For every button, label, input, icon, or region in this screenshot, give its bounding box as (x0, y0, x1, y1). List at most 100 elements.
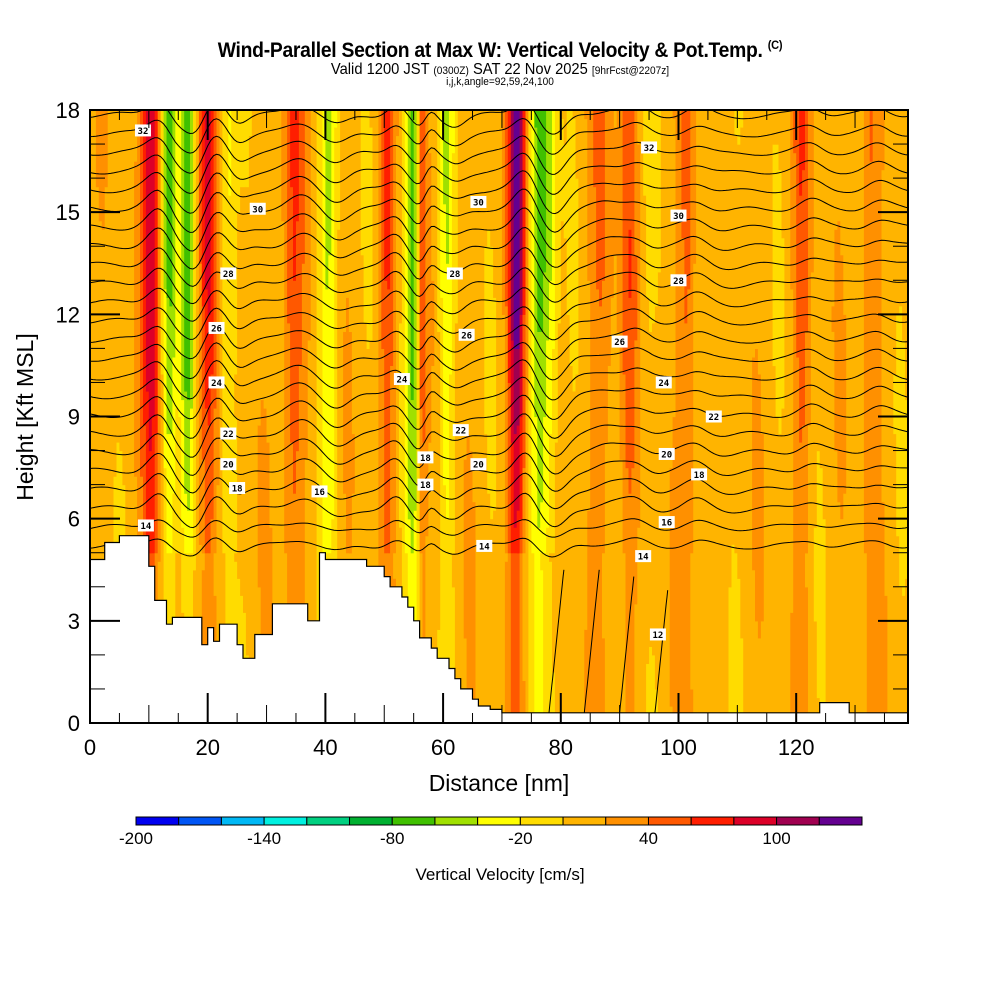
y-tick-label: 18 (56, 98, 80, 123)
velocity-cell (599, 305, 603, 723)
velocity-cell (178, 416, 182, 554)
contour-label-text: 26 (614, 338, 625, 348)
velocity-cell (166, 297, 170, 435)
velocity-cell (166, 110, 170, 298)
velocity-cell (587, 510, 591, 723)
velocity-cell (493, 510, 497, 723)
velocity-cell (372, 110, 376, 723)
velocity-cell (343, 110, 347, 332)
velocity-cell (228, 110, 232, 196)
velocity-cell (148, 450, 153, 554)
velocity-cell (893, 433, 897, 723)
forecast-info: [9hrFcst@2207z] (591, 65, 670, 77)
colorbar-swatch (434, 816, 479, 826)
contour-label-bg (311, 485, 328, 498)
velocity-cell (101, 110, 106, 230)
velocity-cell (557, 110, 562, 324)
velocity-cell (752, 569, 756, 723)
contour-label-text: 26 (461, 331, 472, 341)
colorbar (135, 816, 863, 826)
velocity-cell (266, 442, 270, 690)
velocity-cell (172, 110, 176, 358)
contour-label-text: 30 (473, 198, 484, 208)
velocity-cell (643, 195, 647, 723)
contour-label-text: 16 (661, 519, 672, 529)
velocity-cell (834, 450, 838, 723)
velocity-cell (519, 416, 524, 520)
velocity-cell (260, 110, 265, 401)
velocity-cell (190, 408, 194, 554)
velocity-cell (207, 110, 212, 315)
velocity-cell (522, 110, 526, 315)
contour-label: 30 (670, 209, 687, 222)
velocity-cell (696, 110, 700, 723)
velocity-cell (816, 697, 821, 723)
velocity-cell (619, 459, 624, 723)
velocity-cell (813, 527, 818, 622)
velocity-cell (540, 501, 544, 554)
velocity-cell (654, 688, 659, 723)
velocity-cell (219, 110, 223, 723)
velocity-cell (808, 110, 812, 426)
velocity-cell (216, 110, 220, 486)
x-tick-label: 120 (778, 735, 815, 760)
isentrope-line (90, 207, 908, 252)
valid-utc: (0300Z) (433, 65, 469, 77)
velocity-cell (496, 110, 500, 723)
velocity-cell (628, 229, 632, 298)
velocity-cell (528, 110, 532, 723)
velocity-cell (501, 314, 506, 723)
velocity-cell (554, 442, 559, 723)
velocity-cell (905, 578, 908, 723)
velocity-cell (902, 110, 906, 341)
contour-label-bg (470, 458, 487, 471)
velocity-cell (649, 331, 653, 647)
velocity-cell (507, 110, 512, 383)
title-text: Wind-Parallel Section at Max W: Vertical… (217, 39, 763, 62)
contour-label-text: 14 (638, 553, 649, 563)
velocity-cell (646, 110, 650, 298)
velocity-cell (755, 620, 759, 723)
velocity-cell (687, 288, 691, 723)
velocity-cell (301, 263, 306, 723)
colorbar-tick-label: -20 (508, 829, 533, 848)
velocity-cell (304, 110, 309, 460)
velocity-cell (740, 127, 744, 639)
velocity-cell (749, 110, 753, 723)
velocity-cell (431, 110, 435, 281)
x-tick-label: 60 (431, 735, 455, 760)
velocity-cell (478, 110, 482, 723)
colorbar-tick-labels: -200 -140 -80 -20 40 100 (119, 829, 791, 848)
velocity-cell (604, 110, 609, 443)
velocity-cell (493, 297, 497, 511)
velocity-cell (552, 552, 556, 673)
velocity-cell (513, 110, 518, 349)
velocity-cell (184, 493, 188, 554)
contour-label-bg (220, 458, 237, 471)
contour-label-text: 18 (420, 481, 431, 491)
velocity-cell (104, 110, 109, 188)
contour-label: 32 (134, 124, 151, 137)
colorbar-swatch (178, 816, 222, 826)
velocity-cell (116, 110, 120, 443)
velocity-cell (216, 484, 220, 723)
velocity-cell (799, 195, 803, 443)
velocity-cell (881, 169, 885, 503)
x-tick-label: 100 (660, 735, 697, 760)
velocity-cell (440, 297, 444, 723)
velocity-cell (487, 110, 491, 230)
velocity-cell (640, 110, 644, 723)
velocity-cell (366, 348, 371, 723)
x-tick-label: 80 (549, 735, 573, 760)
velocity-cell (790, 110, 794, 290)
velocity-cell (472, 110, 476, 503)
valid-date: SAT 22 Nov 2025 (472, 61, 588, 78)
contour-label-bg (137, 519, 154, 532)
velocity-cell (634, 603, 638, 723)
contour-labels: 32 30 28 26 24 22 20 18 16 14 30 28 26 24 22 20 18 18 14 32… (134, 124, 722, 641)
velocity-cell (357, 110, 362, 723)
velocity-cell (652, 322, 656, 656)
velocity-cell (240, 186, 244, 596)
velocity-cell (363, 110, 368, 324)
isentrope-line (90, 359, 908, 401)
